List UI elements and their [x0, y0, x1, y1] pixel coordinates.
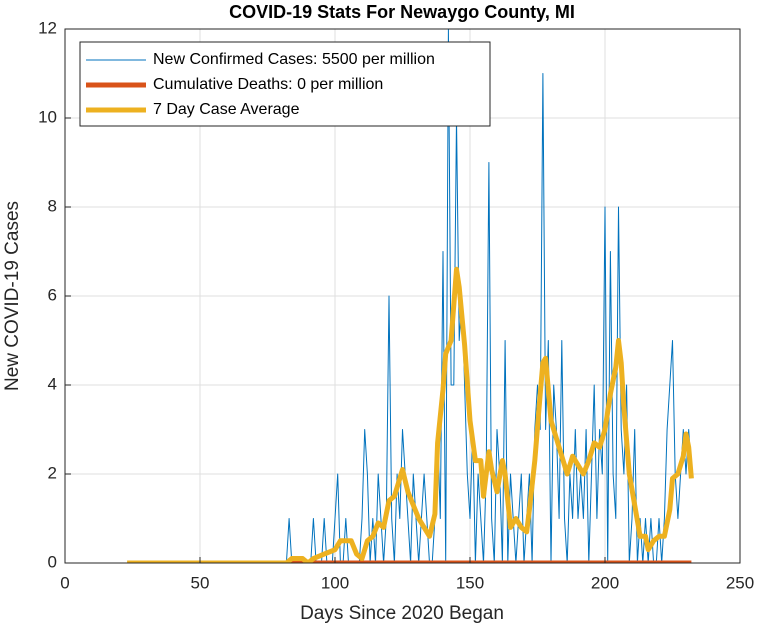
- legend-label: Cumulative Deaths: 0 per million: [153, 76, 383, 93]
- y-axis-label: New COVID-19 Cases: [2, 201, 23, 391]
- x-tick-label: 0: [60, 573, 69, 592]
- y-tick-label: 2: [48, 463, 57, 482]
- y-tick-label: 10: [38, 107, 57, 126]
- chart-title: COVID-19 Stats For Newaygo County, MI: [229, 2, 575, 22]
- x-axis-label: Days Since 2020 Began: [300, 603, 504, 624]
- x-tick-label: 200: [591, 573, 619, 592]
- y-tick-label: 12: [38, 18, 57, 37]
- x-tick-label: 150: [456, 573, 484, 592]
- x-tick-label: 100: [321, 573, 349, 592]
- legend-box: [79, 41, 491, 127]
- legend-label: New Confirmed Cases: 5500 per million: [153, 51, 435, 68]
- x-tick-label: 250: [726, 573, 754, 592]
- ticks: 0 50 100 150 200 250 0 2 4 6 8 10 12: [38, 18, 754, 592]
- y-tick-label: 4: [48, 374, 57, 393]
- y-tick-label: 8: [48, 196, 57, 215]
- x-tick-label: 50: [191, 573, 210, 592]
- legend: New Confirmed Cases: 5500 per million Cum…: [79, 41, 491, 127]
- y-tick-label: 0: [48, 552, 57, 571]
- y-tick-label: 6: [48, 285, 57, 304]
- series-line: [127, 266, 694, 563]
- plot: [127, 29, 694, 563]
- legend-label: 7 Day Case Average: [153, 101, 300, 118]
